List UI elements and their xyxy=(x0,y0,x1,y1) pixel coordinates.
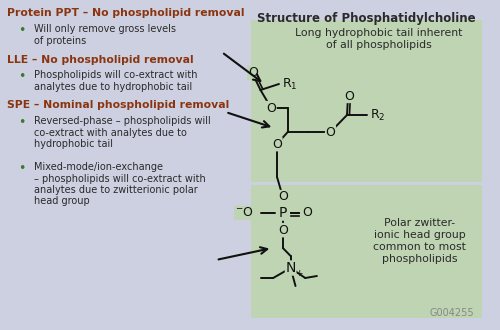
Text: O: O xyxy=(326,125,336,139)
Text: O: O xyxy=(344,89,354,103)
Text: hydrophobic tail: hydrophobic tail xyxy=(34,139,113,149)
Text: N: N xyxy=(286,261,296,275)
Text: •: • xyxy=(18,70,25,83)
Text: G004255: G004255 xyxy=(430,308,474,318)
Text: head group: head group xyxy=(34,196,90,207)
Text: O: O xyxy=(248,67,258,80)
Text: Mixed-mode/ion-exchange: Mixed-mode/ion-exchange xyxy=(34,162,163,172)
Text: R$_2$: R$_2$ xyxy=(370,108,386,122)
Text: common to most: common to most xyxy=(374,242,466,252)
Text: O: O xyxy=(272,138,282,150)
Bar xyxy=(251,185,482,318)
Text: O: O xyxy=(278,223,288,237)
Text: Long hydrophobic tail inherent: Long hydrophobic tail inherent xyxy=(296,28,463,38)
Text: analytes due to hydrophobic tail: analytes due to hydrophobic tail xyxy=(34,82,192,91)
Text: Protein PPT – No phospholipid removal: Protein PPT – No phospholipid removal xyxy=(7,8,244,18)
Text: +: + xyxy=(296,269,303,278)
Text: Reversed-phase – phospholipids will: Reversed-phase – phospholipids will xyxy=(34,116,211,126)
Text: $^{-}$O: $^{-}$O xyxy=(235,207,254,219)
Text: Phospholipids will co-extract with: Phospholipids will co-extract with xyxy=(34,70,198,80)
Text: R$_1$: R$_1$ xyxy=(282,77,298,91)
Text: O: O xyxy=(302,207,312,219)
Text: SPE – Nominal phospholipid removal: SPE – Nominal phospholipid removal xyxy=(7,100,229,110)
Text: LLE – No phospholipid removal: LLE – No phospholipid removal xyxy=(7,55,194,65)
Text: P: P xyxy=(278,206,287,220)
Text: •: • xyxy=(18,116,25,129)
Text: O: O xyxy=(266,102,276,115)
Text: of proteins: of proteins xyxy=(34,36,86,46)
Text: phospholipids: phospholipids xyxy=(382,254,458,264)
Text: – phospholipids will co-extract with: – phospholipids will co-extract with xyxy=(34,174,206,183)
Text: •: • xyxy=(18,162,25,175)
Text: of all phospholipids: of all phospholipids xyxy=(326,40,432,50)
Text: O: O xyxy=(278,190,288,204)
Text: ionic head group: ionic head group xyxy=(374,230,466,240)
Bar xyxy=(251,20,482,182)
Text: Structure of Phosphatidylcholine: Structure of Phosphatidylcholine xyxy=(257,12,476,25)
Text: Polar zwitter-: Polar zwitter- xyxy=(384,218,456,228)
Text: co-extract with analytes due to: co-extract with analytes due to xyxy=(34,127,187,138)
Text: Will only remove gross levels: Will only remove gross levels xyxy=(34,24,176,34)
Text: •: • xyxy=(18,24,25,37)
Text: analytes due to zwitterionic polar: analytes due to zwitterionic polar xyxy=(34,185,198,195)
